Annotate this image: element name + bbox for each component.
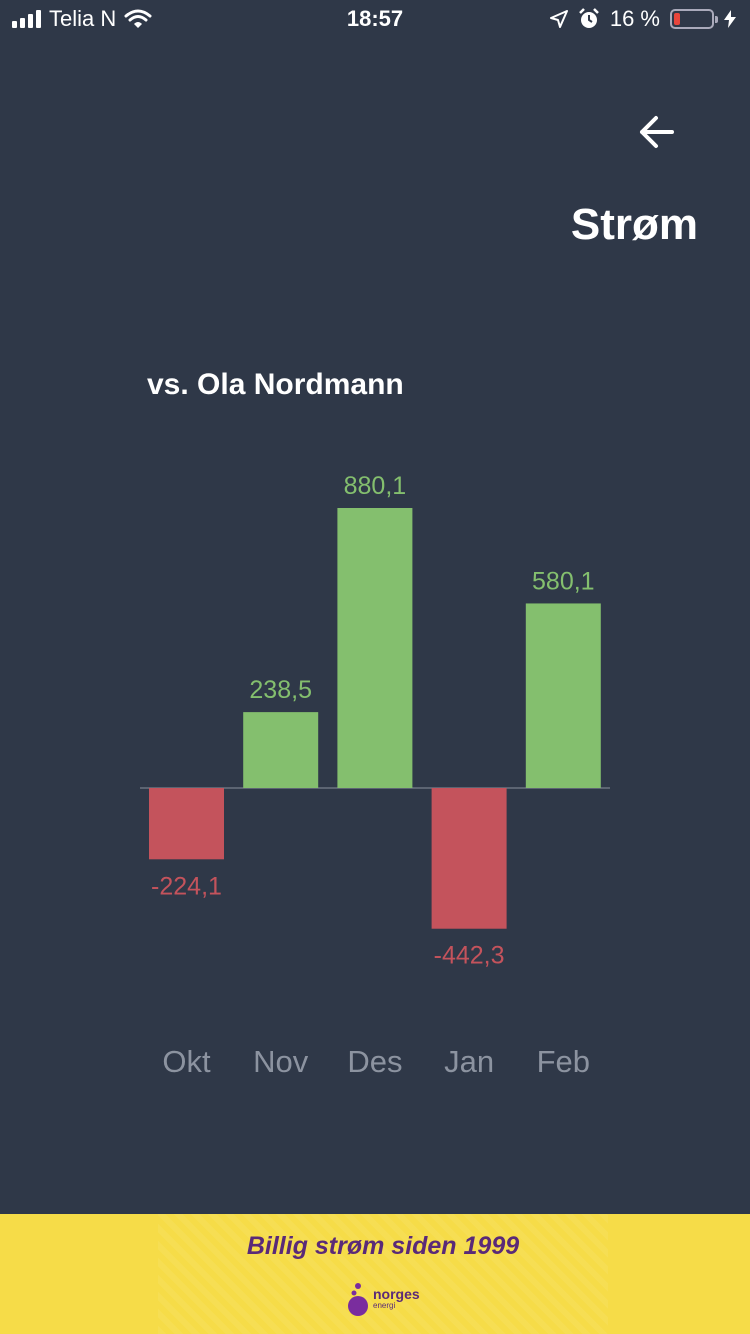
bar-value-label: 238,5 (249, 676, 312, 704)
battery-icon (670, 9, 718, 29)
month-label-des: Des (347, 1044, 402, 1079)
comparison-subtitle: vs. Ola Nordmann (147, 368, 404, 401)
back-button[interactable] (630, 105, 686, 161)
battery-level (674, 13, 680, 25)
bar-okt[interactable] (149, 788, 224, 860)
charging-bolt-icon (724, 10, 736, 28)
battery-percent: 16 % (609, 6, 660, 31)
month-label-nov: Nov (253, 1044, 309, 1079)
bar-value-label: -224,1 (151, 872, 222, 900)
page-title: Strøm (570, 200, 698, 249)
month-label-okt: Okt (162, 1044, 211, 1079)
ad-logo-subtext: energi (373, 1301, 396, 1310)
bar-feb[interactable] (525, 603, 601, 788)
carrier-name: Telia N (49, 6, 117, 31)
ad-content: Billig strøm siden 1999 (158, 1214, 608, 1334)
bar-des[interactable] (337, 508, 413, 788)
location-arrow-icon (549, 10, 568, 28)
bulb-logo-icon (348, 1283, 368, 1316)
bar-value-label: -442,3 (434, 942, 505, 970)
bar-jan[interactable] (431, 788, 507, 929)
bar-value-label: 580,1 (532, 567, 595, 595)
ad-slogan: Billig strøm siden 1999 (246, 1232, 520, 1260)
signal-icon (12, 10, 41, 28)
ad-logo: norges energi (347, 1282, 420, 1318)
alarm-clock-icon (578, 8, 599, 28)
ad-banner[interactable]: Billig strøm siden 1999 (0, 1214, 750, 1334)
status-bar-left: Telia N (12, 6, 152, 32)
status-time: 18:57 (346, 6, 404, 31)
wifi-icon (124, 9, 152, 28)
ad-logo-text: norges energi (373, 1286, 420, 1312)
ad-logo-name: norges (373, 1286, 420, 1302)
arrow-left-icon (640, 116, 674, 148)
bar-nov[interactable] (243, 712, 319, 788)
month-label-jan: Jan (444, 1044, 494, 1079)
bar-value-label: 880,1 (344, 472, 407, 500)
status-bar: Telia N 18:57 16 % (0, 0, 750, 40)
status-bar-right: 16 % (549, 6, 736, 32)
month-label-feb: Feb (537, 1044, 590, 1079)
